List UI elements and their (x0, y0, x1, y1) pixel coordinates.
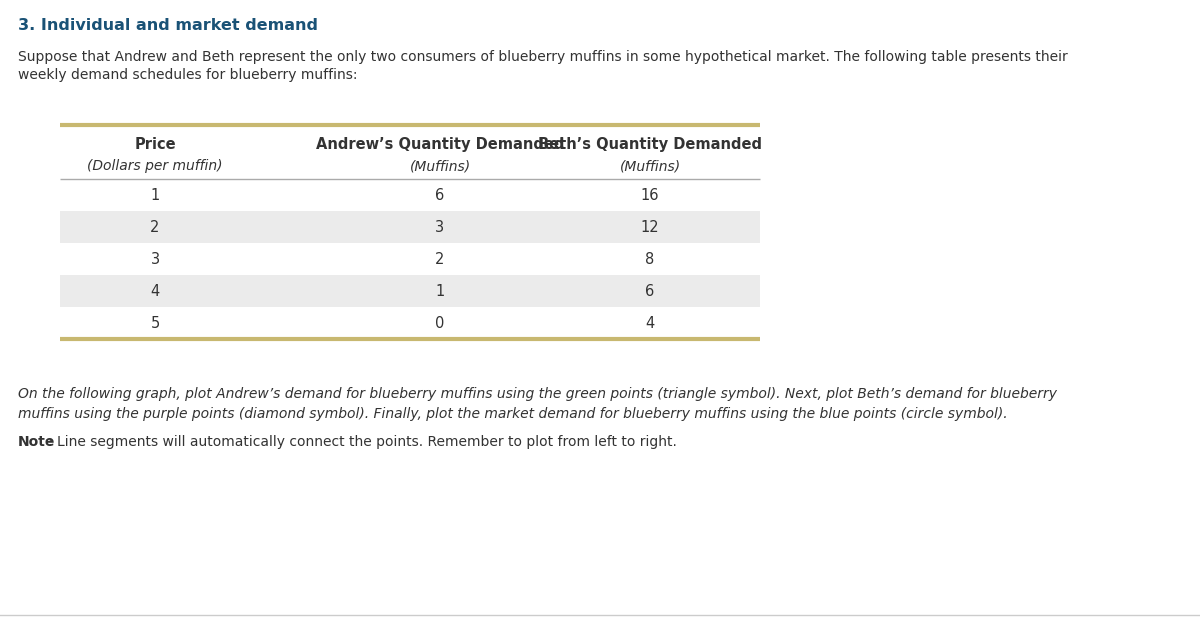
Text: Note: Note (18, 435, 55, 449)
Text: (Muffins): (Muffins) (619, 159, 680, 173)
Text: 3: 3 (150, 252, 160, 267)
Text: 0: 0 (436, 316, 445, 330)
Text: Suppose that Andrew and Beth represent the only two consumers of blueberry muffi: Suppose that Andrew and Beth represent t… (18, 50, 1068, 64)
Text: muffins using the purple points (diamond symbol). Finally, plot the market deman: muffins using the purple points (diamond… (18, 407, 1008, 421)
Text: Price: Price (134, 137, 176, 152)
Text: 3. Individual and market demand: 3. Individual and market demand (18, 18, 318, 33)
Text: 5: 5 (150, 316, 160, 330)
Bar (60, 211, 760, 243)
Text: 4: 4 (646, 316, 655, 330)
Text: weekly demand schedules for blueberry muffins:: weekly demand schedules for blueberry mu… (18, 68, 358, 82)
Text: 16: 16 (641, 187, 659, 203)
Text: 4: 4 (150, 283, 160, 298)
Text: 2: 2 (150, 219, 160, 234)
Text: On the following graph, plot Andrew’s demand for blueberry muffins using the gre: On the following graph, plot Andrew’s de… (18, 387, 1057, 401)
Text: 2: 2 (436, 252, 445, 267)
Text: 6: 6 (436, 187, 445, 203)
Text: Andrew’s Quantity Demanded: Andrew’s Quantity Demanded (316, 137, 564, 152)
Text: 1: 1 (436, 283, 445, 298)
Text: : Line segments will automatically connect the points. Remember to plot from lef: : Line segments will automatically conne… (48, 435, 677, 449)
Text: 8: 8 (646, 252, 655, 267)
Text: 6: 6 (646, 283, 655, 298)
Text: (Muffins): (Muffins) (409, 159, 470, 173)
Text: (Dollars per muffin): (Dollars per muffin) (88, 159, 223, 173)
Text: Beth’s Quantity Demanded: Beth’s Quantity Demanded (538, 137, 762, 152)
Text: 3: 3 (436, 219, 444, 234)
Text: 12: 12 (641, 219, 659, 234)
Text: 1: 1 (150, 187, 160, 203)
Bar (60, 275, 760, 307)
